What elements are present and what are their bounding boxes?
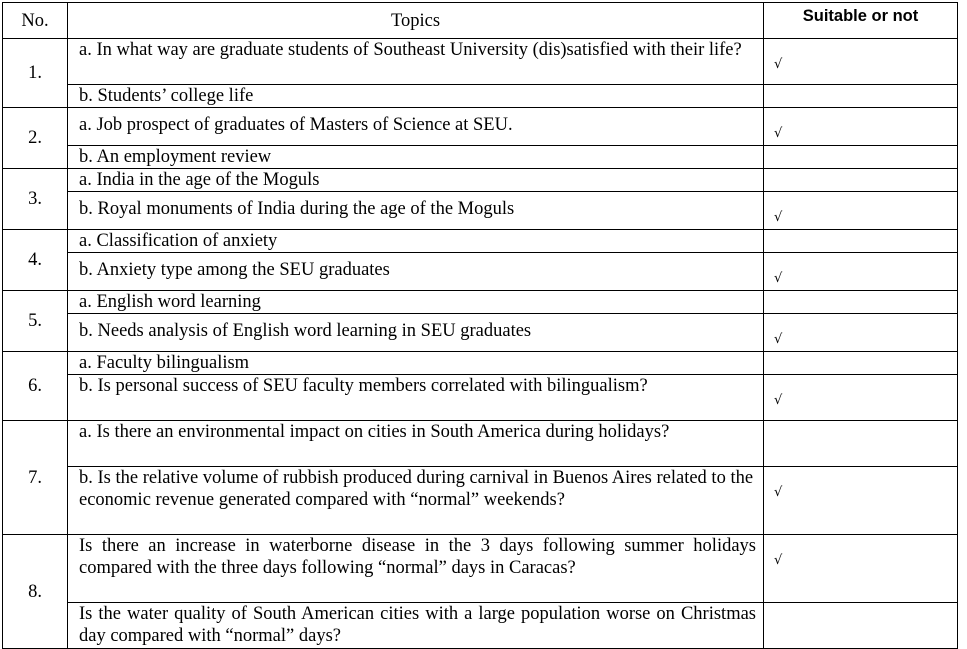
row-number: 1. <box>2 38 68 108</box>
check-mark <box>763 84 958 108</box>
topic-text: b. Anxiety type among the SEU graduates <box>67 252 764 291</box>
row-number: 6. <box>2 351 68 421</box>
topic-text: b. Needs analysis of English word learni… <box>67 313 764 352</box>
row-number: 8. <box>2 534 68 649</box>
table-row: b. An employment review <box>3 145 958 169</box>
topic-text: a. Classification of anxiety <box>67 229 764 253</box>
check-mark <box>763 290 958 314</box>
check-mark <box>763 351 958 375</box>
topic-text: a. In what way are graduate students of … <box>67 38 764 85</box>
table-row: b. Anxiety type among the SEU graduates … <box>3 252 958 291</box>
topic-text: a. Faculty bilingualism <box>67 351 764 375</box>
topic-text: a. India in the age of the Moguls <box>67 168 764 192</box>
table-row: 1. a. In what way are graduate students … <box>2 38 958 108</box>
topic-text: b. Students’ college life <box>67 84 764 108</box>
table-row: b. Is the relative volume of rubbish pro… <box>3 466 958 535</box>
table-row: 3. a. India in the age of the Moguls <box>2 168 958 230</box>
topic-text: Is the water quality of South American c… <box>67 602 764 649</box>
row-number: 5. <box>2 290 68 352</box>
topic-text: a. Job prospect of graduates of Masters … <box>67 107 764 146</box>
topic-text: b. Is the relative volume of rubbish pro… <box>67 466 764 535</box>
topic-text: a. Is there an environmental impact on c… <box>67 420 764 467</box>
row-number: 4. <box>2 229 68 291</box>
check-mark: √ <box>763 191 958 230</box>
topic-text: b. An employment review <box>67 145 764 169</box>
check-mark: √ <box>763 466 958 535</box>
check-mark: √ <box>763 38 958 85</box>
check-mark <box>763 168 958 192</box>
check-mark: √ <box>763 107 958 146</box>
topic-text: Is there an increase in waterborne disea… <box>67 534 764 603</box>
check-mark: √ <box>763 534 958 603</box>
check-mark: √ <box>763 374 958 421</box>
topic-text: a. English word learning <box>67 290 764 314</box>
topic-text: b. Is personal success of SEU faculty me… <box>67 374 764 421</box>
check-mark <box>763 229 958 253</box>
check-mark <box>763 602 958 649</box>
check-mark: √ <box>763 313 958 352</box>
row-number: 2. <box>2 107 68 169</box>
table-row: 2. a. Job prospect of graduates of Maste… <box>2 107 958 169</box>
header-suitable: Suitable or not <box>763 2 958 39</box>
table-row: 8. Is there an increase in waterborne di… <box>2 534 958 649</box>
row-number: 3. <box>2 168 68 230</box>
check-mark <box>763 420 958 467</box>
table-row: 5. a. English word learning <box>2 290 958 352</box>
table-row: b. Needs analysis of English word learni… <box>3 313 958 352</box>
table-row: b. Royal monuments of India during the a… <box>3 191 958 230</box>
table-row: 4. a. Classification of anxiety <box>2 229 958 291</box>
table-row: 6. a. Faculty bilingualism <box>2 351 958 421</box>
table-row: Is the water quality of South American c… <box>3 602 958 649</box>
header-topics: Topics <box>67 2 764 39</box>
table-row: b. Students’ college life <box>3 84 958 108</box>
row-number: 7. <box>2 420 68 535</box>
topic-text: b. Royal monuments of India during the a… <box>67 191 764 230</box>
table-row: b. Is personal success of SEU faculty me… <box>3 374 958 421</box>
header-no: No. <box>2 2 68 39</box>
check-mark <box>763 145 958 169</box>
check-mark: √ <box>763 252 958 291</box>
header-row: No. Topics Suitable or not <box>2 2 958 39</box>
table-row: 7. a. Is there an environmental impact o… <box>2 420 958 535</box>
